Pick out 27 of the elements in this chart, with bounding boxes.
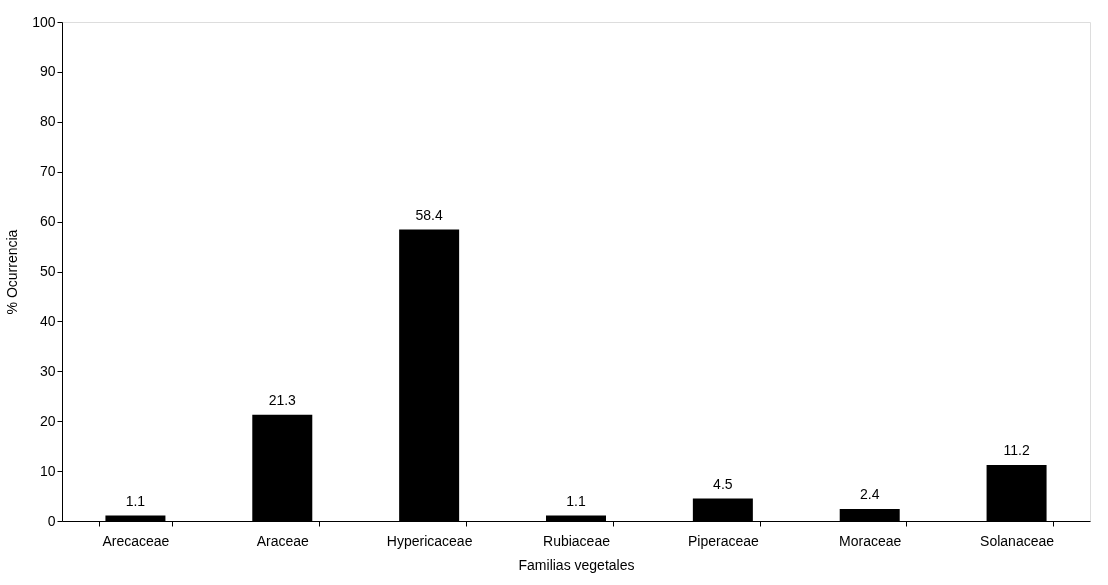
y-tick-label: 90 — [39, 63, 56, 80]
y-tick-label: 10 — [39, 462, 56, 479]
x-tick-label: Solanaceae — [980, 532, 1055, 549]
data-label: 2.4 — [859, 486, 880, 503]
x-tick-label: Moraceae — [839, 532, 902, 549]
x-axis-title: Familias vegetales — [518, 556, 635, 573]
y-tick-label: 30 — [39, 362, 56, 379]
y-tick-label: 0 — [47, 512, 56, 529]
x-tick-label: Arecaceae — [102, 532, 170, 549]
y-axis-title: % Ocurrencia — [4, 229, 21, 315]
data-label: 1.1 — [125, 492, 146, 509]
y-tick-label: 100 — [32, 13, 56, 30]
x-tick-label: Hypericaceae — [386, 532, 473, 549]
data-label: 1.1 — [566, 492, 586, 509]
y-tick-label: 40 — [39, 312, 56, 329]
data-label: 58.4 — [415, 206, 443, 223]
y-tick-label: 80 — [39, 113, 56, 130]
x-tick-label: Araceae — [256, 532, 310, 549]
y-tick-label: 60 — [39, 213, 56, 230]
y-tick-label: 50 — [39, 263, 56, 279]
x-tick-label: Piperaceae — [687, 532, 759, 549]
x-tick-label: Rubiaceae — [543, 532, 611, 549]
data-label: 21.3 — [268, 391, 297, 408]
y-tick-label: 20 — [39, 412, 56, 429]
data-label: 4.5 — [713, 475, 733, 492]
y-tick-label: 70 — [39, 163, 56, 180]
data-label: 11.2 — [1003, 442, 1030, 459]
